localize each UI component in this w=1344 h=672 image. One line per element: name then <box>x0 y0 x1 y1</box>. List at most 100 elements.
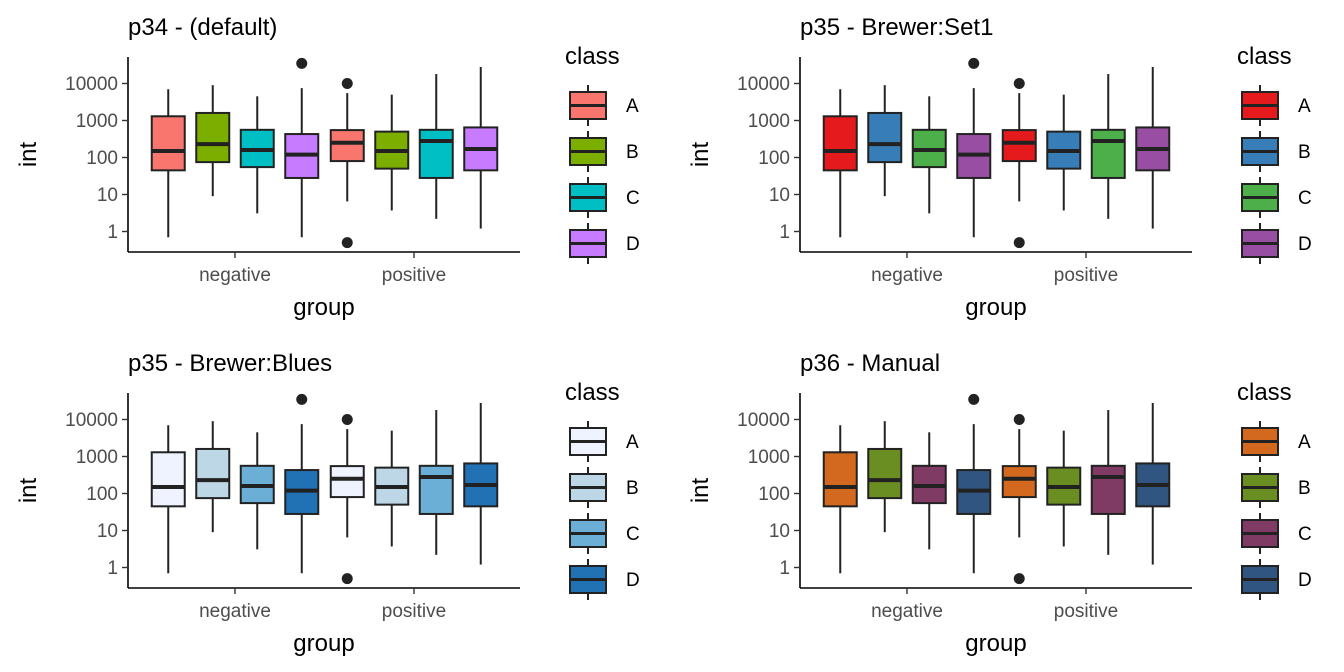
box-B-positive <box>1046 430 1082 547</box>
box-D-negative <box>284 57 320 238</box>
box-body <box>867 447 903 500</box>
box-body <box>150 115 186 172</box>
y-tick-label: 10000 <box>65 74 118 95</box>
box-body <box>329 129 365 163</box>
box-A-negative <box>822 89 858 238</box>
chart-panel: p35 - Brewer:Blues 1 10 100 1000 10000 negativ… <box>15 350 640 657</box>
y-tick-label: 10 <box>97 185 118 206</box>
box-C-positive <box>418 410 454 555</box>
outlier-point <box>341 414 353 425</box>
y-tick-label: 10 <box>97 521 118 542</box>
legend: class A B C D <box>1237 43 1312 264</box>
y-tick-label: 10000 <box>737 410 790 431</box>
box-A-negative <box>150 89 186 238</box>
outlier-point <box>1013 414 1025 425</box>
outlier-point <box>341 237 353 249</box>
chart-panel: p35 - Brewer:Set1 1 10 100 1000 10000 negative… <box>687 14 1312 321</box>
box-A-positive <box>329 78 365 249</box>
x-tick-label: negative <box>199 265 271 286</box>
y-tick-label: 1 <box>779 558 790 579</box>
y-axis-title: int <box>15 142 42 168</box>
box-body <box>1090 128 1126 179</box>
legend-label: A <box>626 96 639 117</box>
outlier-point <box>1013 573 1025 585</box>
legend: class A B C D <box>565 43 640 264</box>
legend-label: B <box>1298 142 1311 163</box>
legend-label: A <box>626 432 639 453</box>
box-C-positive <box>418 74 454 219</box>
legend-label: D <box>1298 570 1312 591</box>
y-tick-label: 100 <box>86 148 118 169</box>
legend-title: class <box>1237 379 1292 406</box>
x-tick-label: negative <box>871 265 943 286</box>
box-D-negative <box>956 393 992 574</box>
x-tick-label: positive <box>1054 601 1118 622</box>
outlier-point <box>341 573 353 585</box>
box-A-positive <box>1001 414 1037 585</box>
y-tick-label: 100 <box>758 148 790 169</box>
y-tick-label: 10000 <box>65 410 118 431</box>
legend-label: A <box>1298 432 1311 453</box>
box-B-negative <box>195 421 231 533</box>
box-D-negative <box>956 57 992 238</box>
box-A-positive <box>329 414 365 585</box>
outlier-point <box>341 78 353 89</box>
y-tick-label: 100 <box>86 484 118 505</box>
box-A-negative <box>150 425 186 574</box>
legend: class A B C D <box>565 379 640 600</box>
box-body <box>822 451 858 508</box>
legend-label: D <box>626 570 640 591</box>
outlier-point <box>1013 78 1025 89</box>
x-axis-title: group <box>293 294 354 321</box>
x-tick-label: negative <box>871 601 943 622</box>
y-tick-label: 1 <box>107 222 118 243</box>
box-B-negative <box>867 421 903 533</box>
outlier-point <box>1013 237 1025 249</box>
x-tick-label: positive <box>382 265 446 286</box>
box-C-negative <box>239 432 275 550</box>
y-tick-label: 100 <box>758 484 790 505</box>
legend-label: C <box>626 188 640 209</box>
box-D-positive <box>463 66 499 229</box>
y-tick-label: 1000 <box>748 447 790 468</box>
box-A-negative <box>822 425 858 574</box>
box-B-negative <box>867 85 903 197</box>
chart-title: p35 - Brewer:Blues <box>128 350 332 377</box>
box-body <box>1090 464 1126 515</box>
y-tick-label: 1 <box>107 558 118 579</box>
box-body <box>1001 129 1037 163</box>
x-axis-title: group <box>965 630 1026 657</box>
outlier-point <box>296 393 308 405</box>
chart-title: p35 - Brewer:Set1 <box>800 14 993 41</box>
box-B-positive <box>1046 94 1082 211</box>
y-tick-label: 10 <box>769 185 790 206</box>
legend-label: A <box>1298 96 1311 117</box>
box-body <box>418 128 454 179</box>
outlier-point <box>968 393 980 405</box>
y-tick-label: 1000 <box>748 111 790 132</box>
x-tick-label: positive <box>382 601 446 622</box>
legend-label: C <box>1298 524 1312 545</box>
box-A-positive <box>1001 78 1037 249</box>
box-body <box>195 111 231 164</box>
legend-title: class <box>1237 43 1292 70</box>
legend-label: C <box>626 524 640 545</box>
legend-label: D <box>626 234 640 255</box>
box-C-positive <box>1090 74 1126 219</box>
y-tick-label: 1 <box>779 222 790 243</box>
box-C-negative <box>911 432 947 550</box>
box-D-positive <box>1135 402 1171 565</box>
box-B-negative <box>195 85 231 197</box>
y-axis-title: int <box>687 478 714 504</box>
y-tick-label: 10000 <box>737 74 790 95</box>
box-D-positive <box>1135 66 1171 229</box>
legend-label: B <box>626 142 639 163</box>
box-body <box>195 447 231 500</box>
box-D-negative <box>284 393 320 574</box>
legend: class A B C D <box>1237 379 1312 600</box>
box-body <box>418 464 454 515</box>
legend-title: class <box>565 43 620 70</box>
legend-label: C <box>1298 188 1312 209</box>
box-C-positive <box>1090 410 1126 555</box>
chart-title: p36 - Manual <box>800 350 940 377</box>
